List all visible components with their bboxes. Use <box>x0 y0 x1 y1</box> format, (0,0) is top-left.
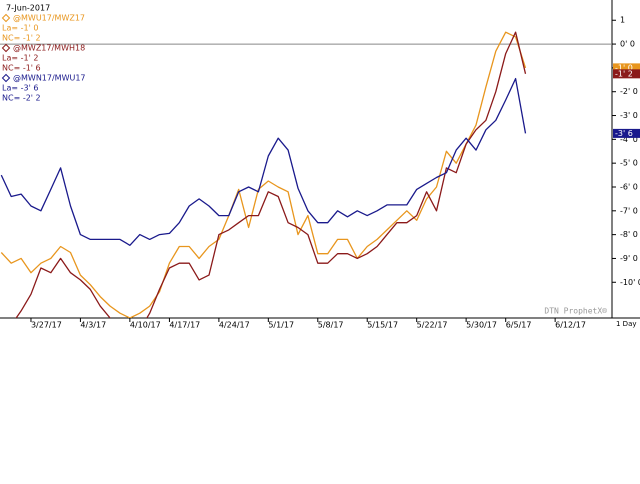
x-tick-label: 3/27/17 <box>31 321 62 330</box>
watermark: DTN ProphetX® <box>544 307 607 316</box>
y-tick-label: -8' 0 <box>620 230 638 239</box>
legend-marker <box>1 43 11 53</box>
x-tick-label: 5/22/17 <box>417 321 448 330</box>
legend-line: NC= -2' 2 <box>2 94 41 103</box>
legend-line: NC= -1' 2 <box>2 34 41 43</box>
end-label: -1' 0 <box>615 63 633 72</box>
legend-line: La= -1' 2 <box>2 54 38 63</box>
y-tick-label: -10' 0 <box>620 278 640 287</box>
legend-name: @MWN17/MWU17 <box>13 74 86 83</box>
y-tick-label: -4' 0 <box>620 135 638 144</box>
end-label: -1' 2 <box>615 69 633 78</box>
date-label: 7-Jun-2017 <box>6 4 50 13</box>
legend-name: @MWU17/MWZ17 <box>13 14 85 23</box>
end-label-box <box>613 63 640 73</box>
y-tick-label: -3' 0 <box>620 111 638 120</box>
end-label-box <box>613 69 640 79</box>
legend-marker <box>1 73 11 83</box>
x-tick-label: 5/15/17 <box>367 321 398 330</box>
x-tick-label: 5/1/17 <box>268 321 294 330</box>
series-line <box>0 31 527 318</box>
legend-line: La= -3' 6 <box>2 84 38 93</box>
y-tick-label: -6' 0 <box>620 182 638 191</box>
legend-marker <box>1 13 11 23</box>
y-tick-label: 0' 0 <box>620 40 635 49</box>
x-tick-label: 6/5/17 <box>506 321 532 330</box>
x-tick-label: 4/10/17 <box>130 321 161 330</box>
y-tick-label: -7' 0 <box>620 206 638 215</box>
x-tick-label: 4/24/17 <box>219 321 250 330</box>
x-tick-label: 5/8/17 <box>318 321 344 330</box>
y-tick-label: 1 <box>620 16 625 25</box>
legend-line: La= -1' 0 <box>2 24 38 33</box>
series-line <box>15 31 527 318</box>
plot-area <box>0 31 612 318</box>
x-tick-label: 5/30/17 <box>466 321 497 330</box>
legend-name: @MWZ17/MWH18 <box>13 44 85 53</box>
legend-line: NC= -1' 6 <box>2 64 41 73</box>
y-tick-label: -9' 0 <box>620 254 638 263</box>
x-tick-label: 6/12/17 <box>555 321 586 330</box>
y-tick-label: -5' 0 <box>620 159 638 168</box>
y-tick-label: -2' 0 <box>620 87 638 96</box>
x-tick-label: 4/17/17 <box>169 321 200 330</box>
period-label: 1 Day <box>616 320 637 328</box>
series-line <box>0 77 527 246</box>
end-label-box <box>613 128 640 138</box>
x-tick-label: 4/3/17 <box>80 321 106 330</box>
end-label: -3' 6 <box>615 129 633 138</box>
